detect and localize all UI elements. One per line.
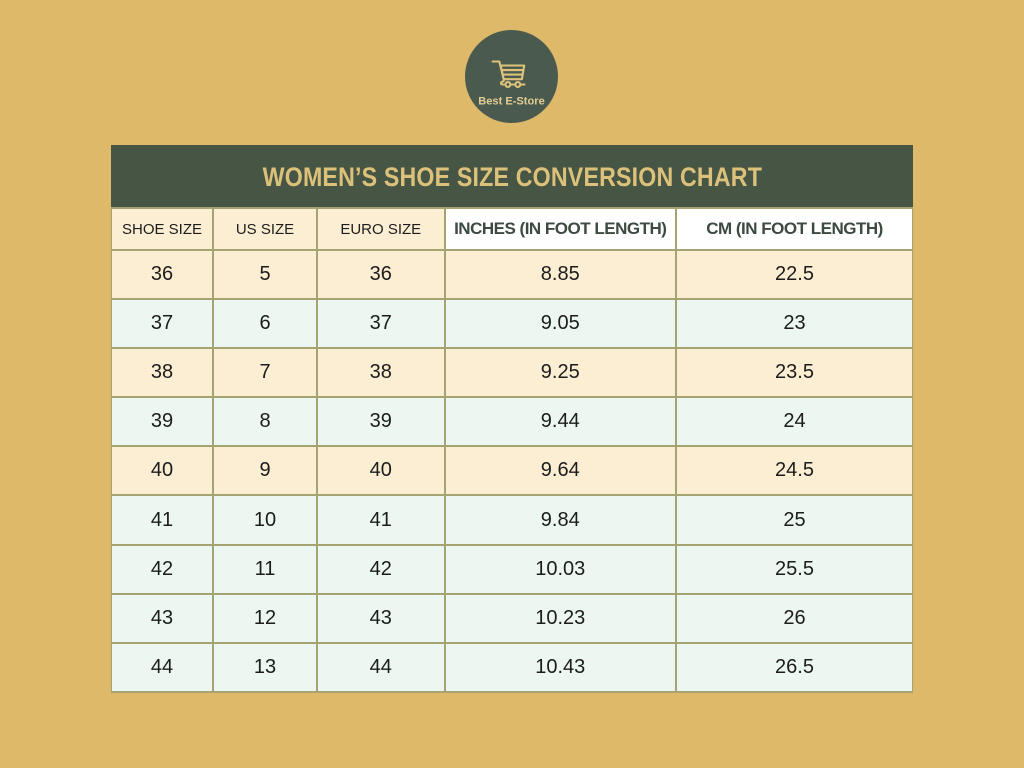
- svg-text:Best E-Store: Best E-Store: [478, 96, 545, 108]
